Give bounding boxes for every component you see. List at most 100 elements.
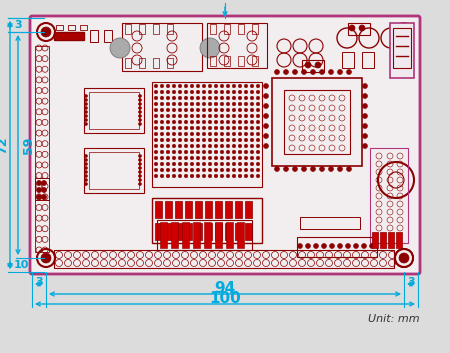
Circle shape <box>196 126 200 130</box>
Circle shape <box>160 114 164 118</box>
Circle shape <box>154 120 158 124</box>
Circle shape <box>85 119 87 121</box>
Circle shape <box>256 132 260 136</box>
Circle shape <box>139 110 141 114</box>
Circle shape <box>178 84 182 88</box>
Circle shape <box>166 90 170 94</box>
Circle shape <box>208 132 212 136</box>
Circle shape <box>226 90 230 94</box>
Circle shape <box>232 102 236 106</box>
Circle shape <box>292 70 297 74</box>
Circle shape <box>172 132 176 136</box>
Bar <box>235 201 242 218</box>
Circle shape <box>178 114 182 118</box>
Text: 59: 59 <box>22 136 35 154</box>
Bar <box>215 222 222 248</box>
Circle shape <box>328 167 333 172</box>
Bar <box>125 24 131 34</box>
Circle shape <box>339 145 345 151</box>
Circle shape <box>320 167 324 172</box>
Circle shape <box>264 84 269 89</box>
Circle shape <box>160 84 164 88</box>
Circle shape <box>85 167 87 169</box>
Circle shape <box>166 162 170 166</box>
Bar <box>252 56 258 66</box>
Circle shape <box>220 168 224 172</box>
Circle shape <box>184 138 188 142</box>
Circle shape <box>299 115 305 121</box>
Circle shape <box>184 108 188 112</box>
Bar <box>54 250 394 268</box>
Circle shape <box>190 156 194 160</box>
Circle shape <box>339 105 345 111</box>
Circle shape <box>196 162 200 166</box>
Circle shape <box>190 102 194 106</box>
Bar <box>302 60 324 72</box>
Circle shape <box>208 168 212 172</box>
Circle shape <box>256 102 260 106</box>
Circle shape <box>214 144 218 148</box>
Circle shape <box>299 125 305 131</box>
Circle shape <box>196 138 200 142</box>
Circle shape <box>160 144 164 148</box>
Circle shape <box>214 108 218 112</box>
Circle shape <box>226 132 230 136</box>
Bar <box>380 232 386 248</box>
Circle shape <box>184 126 188 130</box>
Circle shape <box>139 162 141 166</box>
Circle shape <box>139 170 141 174</box>
Circle shape <box>250 174 254 178</box>
Circle shape <box>160 168 164 172</box>
Circle shape <box>172 120 176 124</box>
Bar <box>35 46 49 252</box>
Circle shape <box>160 150 164 154</box>
Circle shape <box>85 158 87 162</box>
Circle shape <box>172 162 176 166</box>
Circle shape <box>274 70 279 74</box>
Circle shape <box>196 132 200 136</box>
Bar <box>224 24 230 34</box>
Bar <box>193 222 200 248</box>
Circle shape <box>250 90 254 94</box>
Circle shape <box>178 102 182 106</box>
Circle shape <box>220 108 224 112</box>
Circle shape <box>232 174 236 178</box>
Circle shape <box>154 156 158 160</box>
Circle shape <box>85 114 87 118</box>
Circle shape <box>160 162 164 166</box>
Circle shape <box>196 120 200 124</box>
Bar <box>182 222 189 248</box>
Circle shape <box>349 25 355 31</box>
Circle shape <box>302 167 306 172</box>
Circle shape <box>154 90 158 94</box>
Circle shape <box>208 120 212 124</box>
Circle shape <box>346 167 351 172</box>
Circle shape <box>36 187 41 192</box>
Circle shape <box>214 150 218 154</box>
Circle shape <box>139 158 141 162</box>
Circle shape <box>172 138 176 142</box>
Circle shape <box>160 108 164 112</box>
Circle shape <box>226 84 230 88</box>
Circle shape <box>178 96 182 100</box>
Text: 72: 72 <box>0 136 9 154</box>
Bar <box>160 222 167 248</box>
Circle shape <box>238 126 242 130</box>
Circle shape <box>238 90 242 94</box>
Circle shape <box>172 168 176 172</box>
Circle shape <box>166 102 170 106</box>
Circle shape <box>178 132 182 136</box>
Circle shape <box>178 174 182 178</box>
Circle shape <box>184 114 188 118</box>
Circle shape <box>244 102 248 106</box>
Circle shape <box>184 156 188 160</box>
Circle shape <box>310 70 315 74</box>
Circle shape <box>250 96 254 100</box>
Circle shape <box>319 115 325 121</box>
Bar <box>272 78 362 166</box>
Circle shape <box>238 156 242 160</box>
Circle shape <box>226 120 230 124</box>
Text: 3: 3 <box>35 277 43 287</box>
Circle shape <box>289 95 295 101</box>
Circle shape <box>329 244 334 249</box>
